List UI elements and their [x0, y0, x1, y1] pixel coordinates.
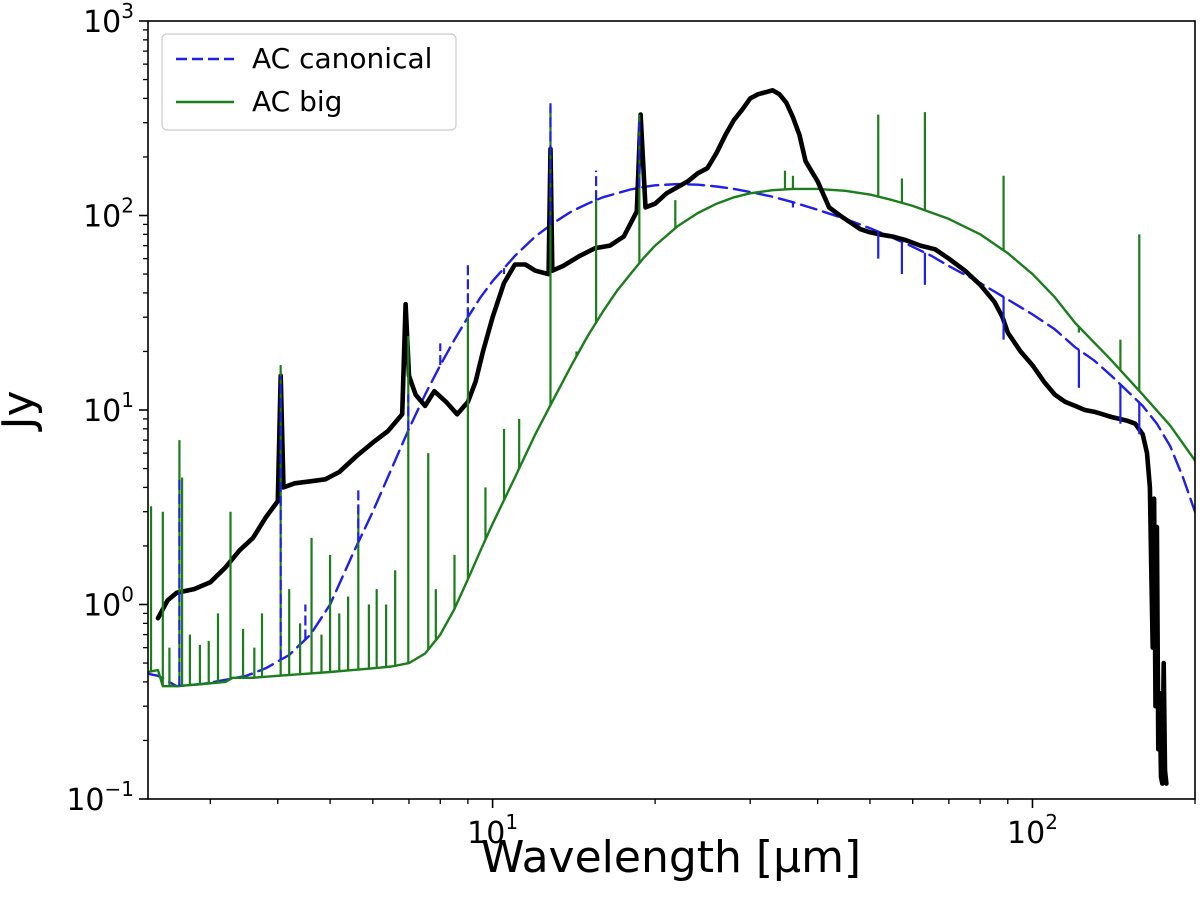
series-line-ac-big [148, 187, 1195, 688]
x-tick-label: 101 [467, 810, 518, 851]
plot-background [148, 21, 1195, 799]
legend: AC canonical AC big [161, 33, 457, 131]
legend-label-ac-canonical: AC canonical [252, 42, 432, 75]
y-tick-label: 10−1 [66, 777, 134, 818]
y-tick-label: 101 [83, 388, 134, 429]
series-line-observed [155, 88, 1169, 786]
legend-label-ac-big: AC big [252, 85, 342, 118]
x-axis-label: Wavelength [μm] [481, 832, 861, 883]
y-tick-label: 100 [83, 583, 134, 624]
y-tick-label: 102 [83, 194, 134, 235]
x-tick-label: 102 [1007, 810, 1058, 851]
y-tick-label: 103 [83, 0, 134, 40]
y-axis-label: Jy [0, 390, 44, 432]
legend-box [161, 33, 457, 131]
